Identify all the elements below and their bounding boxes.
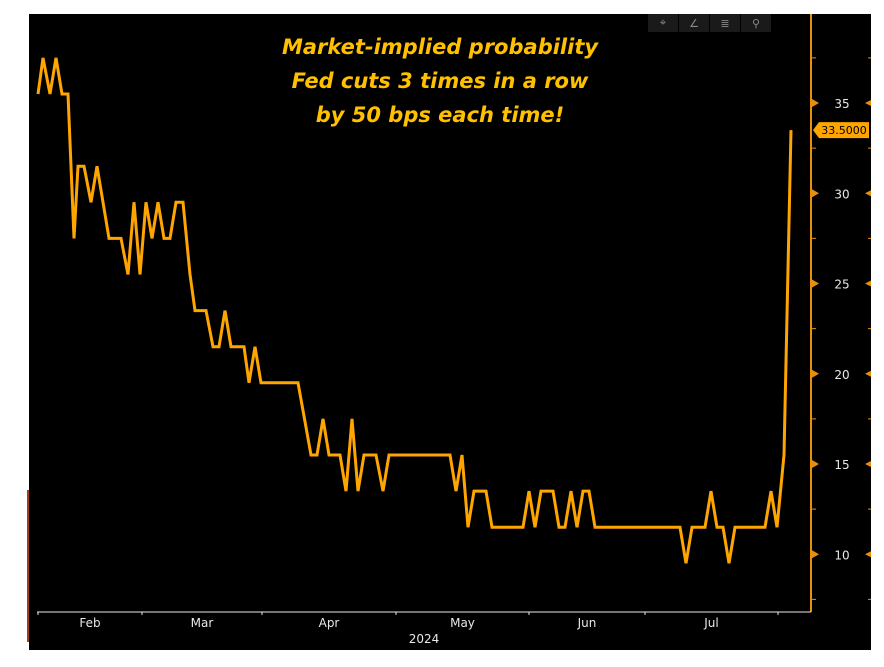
x-tick-label: Apr [319,616,340,630]
y-tick-label: 35 [834,97,849,111]
y-tick-marker [812,460,819,468]
last-value-badge: 33.5000 [813,122,869,139]
y-tick-marker-right [865,370,871,377]
x-tick-label: Jul [703,616,718,630]
chart-toolbar: ⌖ ∠ ≣ ⚲ [648,14,771,32]
series-line [36,57,793,564]
y-tick-marker-right [865,461,871,467]
y-tick-marker [812,279,819,288]
left-edge-marker [27,490,29,642]
y-tick-marker [812,189,819,198]
y-tick-label: 15 [834,458,849,472]
chart-title: Market-implied probability Fed cuts 3 ti… [200,30,680,132]
y-tick-marker-right [865,190,871,197]
zoom-button[interactable]: ⚲ [741,14,771,32]
y-tick-marker [812,99,819,107]
crosshair-icon: ⌖ [659,16,667,29]
title-line-1: Market-implied probability [281,35,599,59]
y-tick-marker-right [865,551,871,558]
y-tick-label: 25 [834,278,849,292]
chart-panel [29,14,871,650]
legend-list-icon: ≣ [720,16,730,30]
last-value-badge-shape [813,122,869,139]
zoom-magnifier-icon: ⚲ [751,16,761,30]
y-tick-marker [812,550,819,559]
y-tick-label: 30 [834,187,849,201]
y-tick-marker [812,369,819,378]
x-year-label: 2024 [409,632,440,646]
x-tick-label: May [450,616,475,630]
title-line-3: by 50 bps each time! [315,103,565,127]
draw-button[interactable]: ∠ [679,14,709,32]
y-tick-label: 10 [834,548,849,562]
y-tick-label: 20 [834,368,849,382]
crosshair-button[interactable]: ⌖ [648,14,678,32]
axes: 10 15 20 25 30 35 Feb Mar Apr May Jun Jul 2024 [37,14,871,646]
y-tick-marker-right [865,280,871,287]
draw-pen-icon: ∠ [689,16,699,30]
x-tick-label: Jun [577,616,597,630]
title-line-2: Fed cuts 3 times in a row [291,69,589,93]
legend-button[interactable]: ≣ [710,14,740,32]
y-tick-marker-right [865,100,871,106]
x-tick-label: Mar [191,616,214,630]
x-tick-label: Feb [79,616,100,630]
last-value-label: 33.5000 [821,124,867,137]
